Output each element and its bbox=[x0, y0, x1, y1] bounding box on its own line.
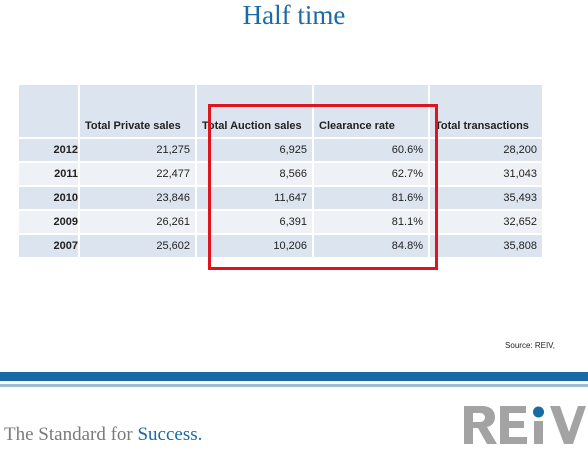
cell-total-transactions: 32,652 bbox=[429, 210, 544, 235]
cell-private-sales: 26,261 bbox=[79, 210, 197, 235]
cell-total-transactions: 35,808 bbox=[429, 234, 544, 259]
cell-private-sales: 22,477 bbox=[79, 162, 197, 187]
cell-year: 2010 bbox=[19, 186, 80, 211]
cell-total-transactions: 28,200 bbox=[429, 138, 544, 163]
cell-total-transactions: 35,493 bbox=[429, 186, 544, 211]
cell-year: 2012 bbox=[19, 138, 80, 163]
cell-auction-sales: 6,925 bbox=[196, 138, 314, 163]
cell-year: 2011 bbox=[19, 162, 80, 187]
cell-clearance-rate: 60.6% bbox=[313, 138, 430, 163]
cell-private-sales: 25,602 bbox=[79, 234, 197, 259]
tagline-prefix: The Standard for bbox=[4, 424, 138, 445]
cell-auction-sales: 8,566 bbox=[196, 162, 314, 187]
cell-year: 2007 bbox=[19, 234, 80, 259]
tagline-emphasis: Success. bbox=[137, 424, 203, 445]
table-row: 2011 22,477 8,566 62.7% 31,043 bbox=[19, 162, 544, 187]
reiv-logo bbox=[464, 406, 586, 444]
header-clearance-rate: Clearance rate bbox=[313, 85, 430, 139]
cell-clearance-rate: 81.1% bbox=[313, 210, 430, 235]
header-private-sales: Total Private sales bbox=[79, 85, 197, 139]
slide-title: Half time bbox=[242, 0, 346, 30]
table-header-row: Total Private sales Total Auction sales … bbox=[19, 85, 544, 139]
cell-year: 2009 bbox=[19, 210, 80, 235]
table-row: 2012 21,275 6,925 60.6% 28,200 bbox=[19, 138, 544, 163]
cell-auction-sales: 11,647 bbox=[196, 186, 314, 211]
footer-divider-thin-bar bbox=[0, 384, 588, 387]
cell-clearance-rate: 84.8% bbox=[313, 234, 430, 259]
sales-table: Total Private sales Total Auction sales … bbox=[19, 85, 544, 259]
cell-auction-sales: 6,391 bbox=[196, 210, 314, 235]
header-year bbox=[19, 85, 80, 139]
table-row: 2009 26,261 6,391 81.1% 32,652 bbox=[19, 210, 544, 235]
footer-divider-bar bbox=[0, 372, 588, 381]
cell-auction-sales: 10,206 bbox=[196, 234, 314, 259]
cell-private-sales: 21,275 bbox=[79, 138, 197, 163]
brand-tagline: The Standard for Success. bbox=[4, 424, 202, 446]
cell-clearance-rate: 81.6% bbox=[313, 186, 430, 211]
cell-private-sales: 23,846 bbox=[79, 186, 197, 211]
cell-total-transactions: 31,043 bbox=[429, 162, 544, 187]
header-auction-sales: Total Auction sales bbox=[196, 85, 314, 139]
header-total-transactions: Total transactions bbox=[429, 85, 544, 139]
source-note: Source: REIV, bbox=[505, 341, 555, 350]
cell-clearance-rate: 62.7% bbox=[313, 162, 430, 187]
table-row: 2010 23,846 11,647 81.6% 35,493 bbox=[19, 186, 544, 211]
table-row: 2007 25,602 10,206 84.8% 35,808 bbox=[19, 234, 544, 259]
